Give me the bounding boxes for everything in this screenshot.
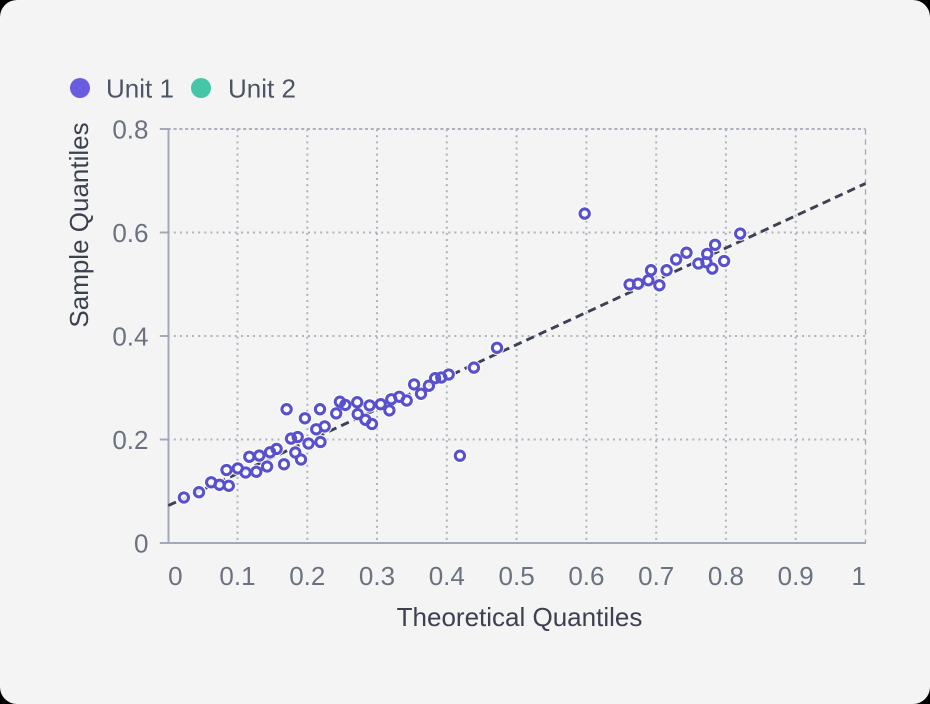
svg-text:Theoretical Quantiles: Theoretical Quantiles <box>397 602 643 632</box>
svg-text:0.3: 0.3 <box>359 561 395 591</box>
svg-text:0.2: 0.2 <box>289 561 325 591</box>
svg-text:0.6: 0.6 <box>112 218 148 248</box>
svg-text:0: 0 <box>134 529 148 559</box>
svg-text:1: 1 <box>851 561 865 591</box>
svg-text:0.7: 0.7 <box>638 561 674 591</box>
svg-text:Unit 2: Unit 2 <box>228 74 296 104</box>
svg-text:Sample Quantiles: Sample Quantiles <box>64 122 94 327</box>
svg-text:Unit 1: Unit 1 <box>106 74 174 104</box>
svg-text:0.8: 0.8 <box>708 561 744 591</box>
svg-text:0: 0 <box>168 561 182 591</box>
svg-text:0.9: 0.9 <box>778 561 814 591</box>
svg-text:0.4: 0.4 <box>112 322 148 352</box>
svg-text:0.5: 0.5 <box>499 561 535 591</box>
svg-text:0.6: 0.6 <box>568 561 604 591</box>
svg-text:0.8: 0.8 <box>112 115 148 145</box>
svg-text:0.2: 0.2 <box>112 425 148 455</box>
svg-text:0.4: 0.4 <box>429 561 465 591</box>
svg-text:0.1: 0.1 <box>219 561 255 591</box>
